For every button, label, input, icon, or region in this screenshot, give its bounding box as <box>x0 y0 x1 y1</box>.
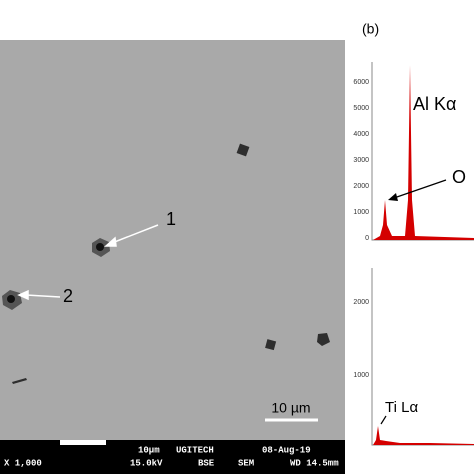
info-scale <box>60 440 106 445</box>
info-text: SEM <box>238 458 254 468</box>
peak-label: Ti Lα <box>385 399 418 416</box>
y-tick-label: 6000 <box>353 79 369 86</box>
info-bar <box>0 440 345 474</box>
arrows <box>17 224 159 301</box>
arrow <box>393 179 447 199</box>
y-tick-label: 0 <box>365 235 369 242</box>
y-tick-label: 4000 <box>353 131 369 138</box>
arrowhead <box>388 193 398 201</box>
info-text: 10µm <box>138 445 160 455</box>
info-text: 15.0kV <box>130 458 163 468</box>
info-text: 08-Aug-19 <box>262 445 311 455</box>
info-text: BSE <box>198 458 215 468</box>
arrow <box>380 415 387 425</box>
particles <box>2 143 330 384</box>
peak-label: O <box>452 167 466 187</box>
info-text: X 1,000 <box>4 458 42 468</box>
y-tick-label: 2000 <box>353 183 369 190</box>
info-text: UGITECH <box>176 445 214 455</box>
y-tick-label: 2000 <box>353 299 369 306</box>
y-tick-label: 3000 <box>353 157 369 164</box>
info-text: WD 14.5mm <box>290 458 339 468</box>
marker-label: 1 <box>166 209 176 229</box>
spectrum-bottom <box>371 268 474 446</box>
peak-label: Al Kα <box>413 94 456 114</box>
y-tick-label: 1000 <box>353 372 369 379</box>
spectrum-top <box>371 62 474 241</box>
scale-bar-label: 10 µm <box>271 400 310 416</box>
panel-label: (b) <box>362 21 379 37</box>
y-tick-label: 1000 <box>353 209 369 216</box>
sem-image <box>0 40 345 440</box>
y-tick-label: 5000 <box>353 105 369 112</box>
marker-label: 2 <box>63 286 73 306</box>
